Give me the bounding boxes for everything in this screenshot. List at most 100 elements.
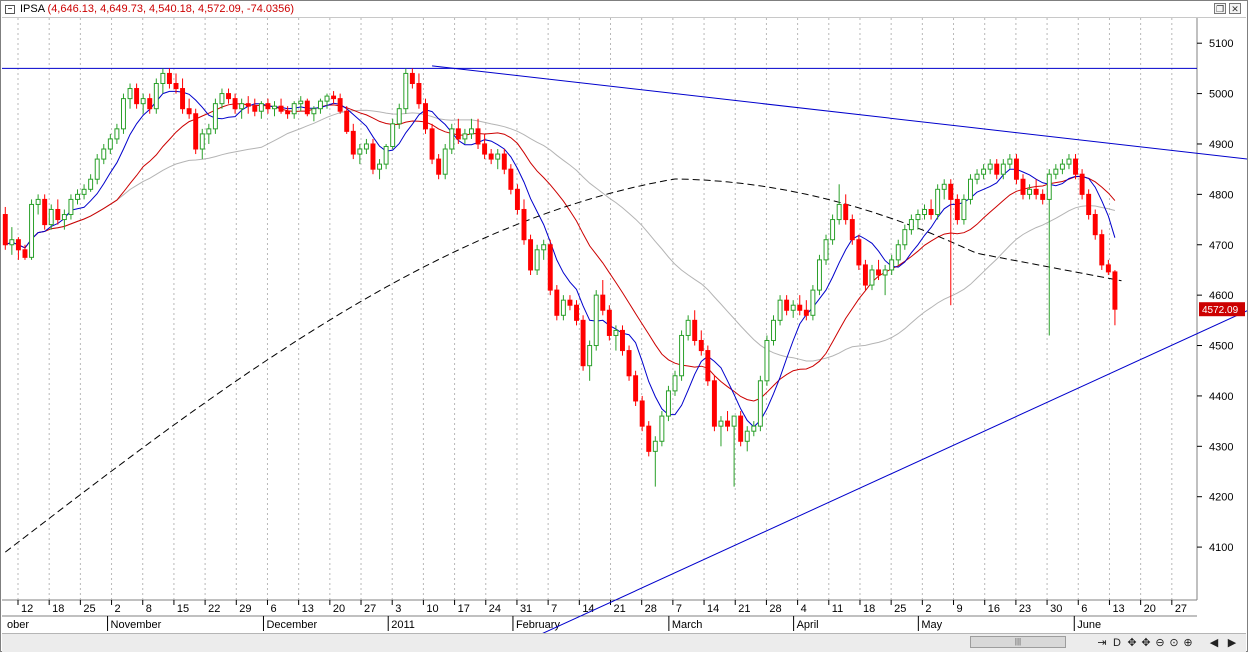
down-candle [738,415,744,442]
scroll-right-step-icon[interactable]: ⇥ [1097,637,1107,649]
zoom-out-icon[interactable]: ⊖ [1155,637,1165,649]
timeframe-button[interactable]: D [1113,637,1121,649]
zoom-reset-icon[interactable]: ⊙ [1169,637,1179,649]
down-candle [1099,234,1105,266]
x-tick-label: 14 [707,603,719,615]
up-candle [981,168,987,175]
down-candle [245,103,251,107]
x-tick-label: 31 [520,603,532,615]
x-tick-label: 20 [1144,603,1156,615]
up-candle [377,163,383,170]
down-candle [692,319,698,341]
x-tick-label: 10 [426,603,438,615]
down-candle [521,208,527,241]
down-candle [600,294,606,311]
up-candle [298,100,304,105]
up-candle [935,188,941,216]
down-candle [482,143,488,155]
up-candle [915,214,921,221]
up-candle [889,259,895,271]
up-candle [659,415,665,442]
up-candle [311,108,317,115]
down-candle [252,105,258,112]
up-candle [390,123,396,147]
up-candle [560,299,566,316]
x-tick-label: 3 [395,603,401,615]
x-tick-label: 25 [894,603,906,615]
down-candle [488,153,494,160]
x-tick-label: 23 [1019,603,1031,615]
move-alt-icon[interactable]: ✥ [1141,637,1151,649]
up-candle [1053,168,1059,175]
up-candle [987,163,993,170]
down-candle [580,319,586,367]
short-moving-average-line [5,90,1116,428]
close-button[interactable]: ✕ [1229,3,1241,14]
scroll-right-icon[interactable]: ▶ [1227,637,1237,649]
down-candle [856,239,862,266]
down-candle [232,98,238,110]
down-candle [803,309,809,316]
up-candle [317,100,323,110]
up-candle [777,299,783,321]
scroll-left-icon[interactable]: ◀ [1209,637,1219,649]
chart-window-icon [5,5,15,14]
down-candle [416,83,422,105]
up-candle [1046,173,1052,200]
down-candle [1112,271,1118,310]
down-candle [1073,158,1078,175]
up-candle [731,415,737,427]
up-candle [751,425,757,432]
horizontal-scrollbar[interactable]: ||| [970,636,1066,648]
up-candle [357,148,363,155]
x-tick-label: 16 [988,603,1000,615]
dashed-moving-average-curve [4,178,1122,553]
down-candle [180,88,186,110]
up-candle [1059,163,1065,170]
scroll-grip: ||| [1014,637,1022,646]
up-candle [9,239,15,246]
down-candle [626,350,632,377]
down-candle [1020,178,1026,195]
down-candle [554,289,560,316]
up-candle [68,198,74,216]
up-candle [908,219,914,231]
x-tick-label: 13 [1112,603,1124,615]
down-candle [1079,173,1085,195]
up-candle [396,108,402,125]
down-candle [173,83,179,90]
up-candle [121,98,126,130]
y-tick-label: 4400 [1209,391,1233,403]
up-candle [744,430,750,442]
up-candle [941,183,947,190]
x-month-label: 2011 [391,619,415,631]
move-icon[interactable]: ✥ [1127,637,1137,649]
x-tick-label: 29 [239,603,251,615]
down-candle [409,72,415,85]
up-candle [324,95,330,102]
up-candle [790,304,796,311]
zoom-in-icon[interactable]: ⊕ [1183,637,1193,649]
x-tick-label: 7 [676,603,682,615]
x-tick-label: 21 [738,603,750,615]
x-tick-label: 9 [957,603,963,615]
up-candle [974,173,980,180]
down-candle [186,108,192,115]
down-candle [1033,188,1039,195]
up-candle [140,98,146,105]
down-candle [331,95,337,100]
y-tick-label: 5000 [1209,89,1233,101]
up-candle [1027,188,1033,195]
ohlc-readout: (4,646.13, 4,649.73, 4,540.18, 4,572.09,… [47,3,295,15]
long-moving-average-line [5,109,1116,362]
down-candle [475,128,481,145]
restore-button[interactable]: ❐ [1214,3,1226,14]
down-candle [278,105,284,112]
x-month-label: March [672,619,703,631]
x-month-label: April [797,619,819,631]
up-candle [1000,163,1006,175]
up-candle [239,103,245,110]
down-candle [862,264,868,286]
y-tick-label: 4700 [1209,240,1233,252]
